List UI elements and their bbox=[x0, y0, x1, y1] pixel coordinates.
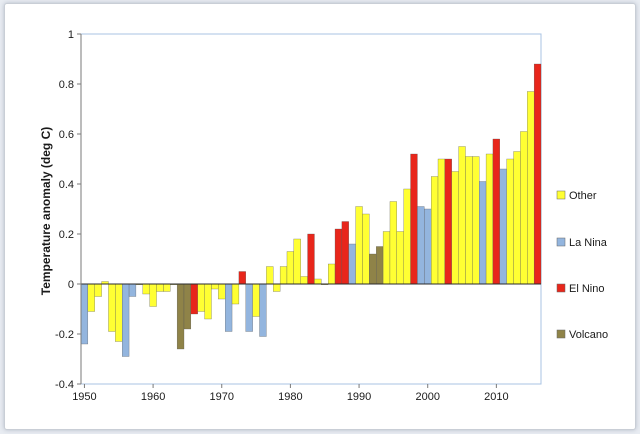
bar-2008 bbox=[479, 181, 487, 285]
bar-1977 bbox=[266, 266, 274, 285]
y-tick-label: 0.6 bbox=[59, 129, 74, 141]
bar-1989 bbox=[348, 243, 356, 285]
bars-group bbox=[80, 63, 542, 357]
y-tick-label: -0.4 bbox=[55, 379, 74, 391]
bar-1962 bbox=[163, 283, 171, 292]
bar-1986 bbox=[328, 263, 336, 285]
x-tick-label: 2010 bbox=[484, 391, 508, 403]
bar-1969 bbox=[211, 283, 219, 290]
bar-1998 bbox=[410, 153, 418, 285]
bar-1981 bbox=[293, 238, 301, 285]
x-tick-label: 2000 bbox=[415, 391, 439, 403]
bar-1997 bbox=[403, 188, 411, 285]
legend-swatch bbox=[556, 283, 566, 293]
legend-label: Other bbox=[569, 190, 597, 202]
y-tick-label: 0.8 bbox=[59, 79, 74, 91]
bar-1980 bbox=[286, 251, 294, 285]
x-tick-label: 1950 bbox=[72, 391, 96, 403]
bar-1978 bbox=[273, 283, 281, 292]
bar-2001 bbox=[430, 176, 439, 285]
legend-item-other: Other bbox=[556, 190, 597, 202]
legend-swatch bbox=[556, 190, 566, 200]
bar-1983 bbox=[307, 233, 315, 285]
bar-1960 bbox=[149, 283, 157, 307]
bar-1971 bbox=[225, 283, 233, 332]
bar-1970 bbox=[218, 283, 226, 300]
bar-1954 bbox=[108, 283, 116, 332]
temperature-anomaly-chart: -0.4 -0.2 0 0.2 0.4 0.6 0.8 1 1950 1960 1970 1980 19… bbox=[39, 29, 608, 403]
bar-1974 bbox=[245, 283, 253, 332]
bar-1994 bbox=[382, 231, 391, 285]
bar-1968 bbox=[204, 283, 212, 320]
y-tick-label: 0.2 bbox=[59, 229, 74, 241]
bar-1972 bbox=[231, 283, 240, 305]
bar-2002 bbox=[437, 158, 446, 285]
bar-1999 bbox=[417, 206, 425, 285]
bar-1967 bbox=[197, 283, 205, 312]
bar-2010 bbox=[492, 138, 500, 285]
bar-1964 bbox=[176, 283, 185, 350]
bar-2011 bbox=[499, 168, 507, 285]
x-tick-label: 1980 bbox=[278, 391, 302, 403]
bar-1961 bbox=[156, 283, 164, 292]
bar-1956 bbox=[122, 283, 130, 357]
bar-1990 bbox=[355, 206, 363, 285]
legend-item-la-nina: La Nina bbox=[556, 237, 608, 249]
bar-1996 bbox=[396, 231, 404, 285]
bar-2007 bbox=[472, 156, 480, 285]
bar-1982 bbox=[300, 276, 308, 285]
bar-2016 bbox=[533, 63, 542, 285]
legend-label: Volcano bbox=[569, 329, 608, 341]
legend-label: La Nina bbox=[569, 237, 608, 249]
legend-swatch bbox=[556, 237, 566, 247]
bar-1965 bbox=[183, 283, 192, 330]
bar-2015 bbox=[527, 91, 535, 285]
bar-2003 bbox=[444, 158, 452, 285]
bar-2000 bbox=[424, 208, 432, 285]
legend-swatch bbox=[556, 329, 566, 339]
bar-2013 bbox=[513, 151, 521, 285]
bar-1955 bbox=[115, 283, 123, 342]
bar-2006 bbox=[465, 156, 473, 285]
chart-frame: -0.4 -0.2 0 0.2 0.4 0.6 0.8 1 1950 1960 1970 1980 19… bbox=[4, 3, 636, 430]
bar-1966 bbox=[190, 283, 198, 315]
bar-1979 bbox=[279, 266, 288, 285]
bar-1952 bbox=[94, 283, 102, 297]
legend-item-volcano: Volcano bbox=[556, 329, 608, 341]
axes-group: -0.4 -0.2 0 0.2 0.4 0.6 0.8 1 1950 1960 1970 1980 19… bbox=[55, 29, 541, 403]
bar-2012 bbox=[506, 158, 514, 285]
bar-2004 bbox=[451, 171, 459, 285]
bar-1975 bbox=[252, 283, 260, 317]
bar-1973 bbox=[238, 271, 246, 285]
bar-1995 bbox=[389, 201, 397, 285]
x-tick-label: 1990 bbox=[347, 391, 371, 403]
y-tick-label: 1 bbox=[68, 29, 74, 41]
bar-1976 bbox=[259, 283, 267, 337]
y-tick-label: 0 bbox=[68, 279, 74, 291]
bar-1951 bbox=[87, 283, 95, 312]
x-tick-label: 1970 bbox=[210, 391, 234, 403]
bar-2014 bbox=[520, 131, 528, 285]
bar-1957 bbox=[128, 283, 137, 297]
bar-2009 bbox=[485, 153, 494, 285]
bar-1959 bbox=[142, 283, 150, 295]
bar-1991 bbox=[362, 213, 370, 285]
bar-1950 bbox=[80, 283, 89, 345]
legend-label: El Nino bbox=[569, 283, 604, 295]
bar-1993 bbox=[376, 246, 384, 285]
x-tick-label: 1960 bbox=[141, 391, 165, 403]
bar-1984 bbox=[314, 278, 322, 285]
bar-2005 bbox=[458, 146, 466, 285]
bar-1992 bbox=[369, 253, 377, 285]
legend-item-el-nino: El Nino bbox=[556, 283, 604, 295]
bar-1988 bbox=[341, 221, 349, 285]
bar-1987 bbox=[334, 228, 343, 285]
y-tick-label: -0.2 bbox=[55, 329, 74, 341]
y-tick-label: 0.4 bbox=[59, 179, 74, 191]
legend: Other La Nina El Nino Volcano bbox=[556, 190, 608, 341]
y-axis-label: Temperature anomaly (deg C) bbox=[39, 127, 53, 295]
